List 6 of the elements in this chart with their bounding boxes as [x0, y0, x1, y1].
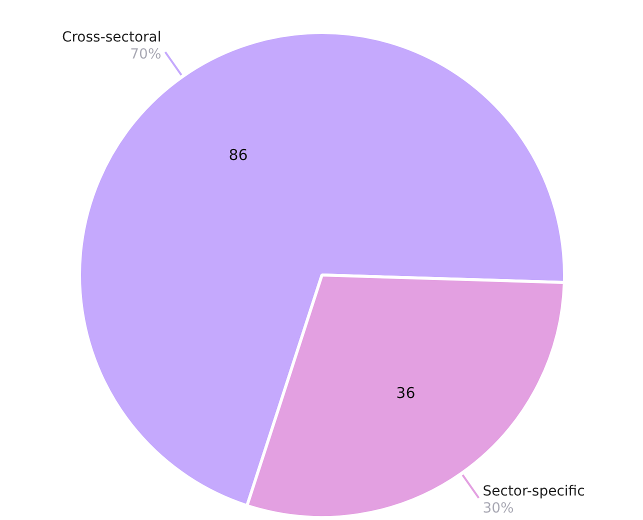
data-label: 86	[228, 146, 248, 164]
data-label: 36	[396, 384, 416, 402]
slice-label: Sector-specific	[482, 484, 585, 500]
slice-label: Cross-sectoral	[62, 30, 162, 46]
text: 30%	[482, 500, 514, 517]
text: 70%	[130, 46, 162, 63]
